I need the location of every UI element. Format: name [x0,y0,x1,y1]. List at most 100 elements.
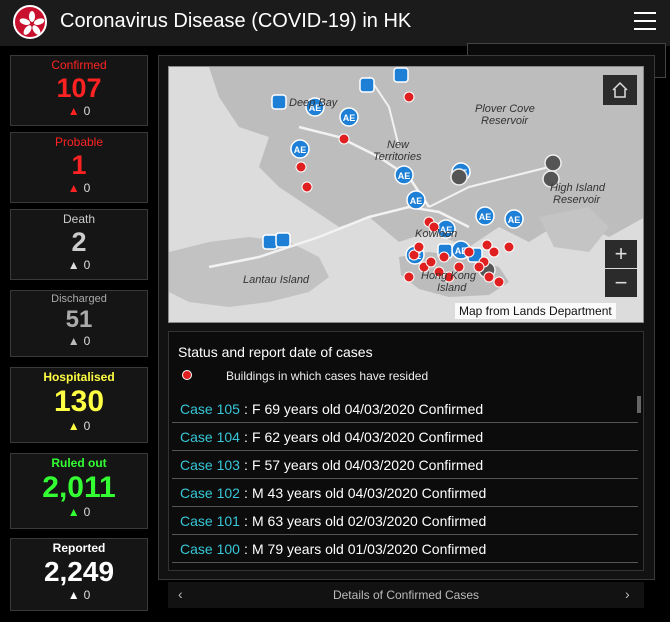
stat-delta: ▲ 0 [11,505,147,519]
up-arrow-icon: ▲ [67,334,80,348]
stat-value: 51 [65,306,93,333]
case-building-marker[interactable] [438,251,450,263]
up-arrow-icon: ▲ [67,505,80,519]
stat-value: 107 [56,73,102,103]
clinic-marker[interactable] [271,94,287,110]
clinic-marker[interactable] [275,232,291,248]
stat-label: Discharged [51,293,107,305]
svg-text:AE: AE [508,215,521,225]
stat-delta: ▲ 0 [11,258,147,272]
case-list-panel: Status and report date of cases Building… [168,331,644,571]
hospital-ae-marker[interactable]: AE [339,107,359,127]
case-separator: : [244,513,248,529]
map-label-high-island-2: Reservoir [553,194,601,206]
case-separator: : [244,429,248,445]
case-description: M 79 years old 01/03/2020 Confirmed [252,541,487,557]
case-building-marker[interactable] [403,271,415,283]
case-building-marker[interactable] [483,271,495,283]
map-label-hong-kong-island-2: Island [437,282,467,294]
quarantine-building-marker[interactable] [544,154,562,172]
list-scrollbar[interactable] [637,396,641,413]
map-attribution: Map from Lands Department [455,303,616,319]
hospital-ae-marker[interactable]: AE [504,209,524,229]
svg-text:AE: AE [410,196,423,206]
case-building-marker[interactable] [481,239,493,251]
case-id-link[interactable]: Case 103 [180,457,240,473]
hospital-ae-marker[interactable]: AE [290,139,310,159]
stat-card-death: Death 2 ▲ 0 [10,209,148,280]
logo-petal [21,23,34,37]
zoom-out-button[interactable]: − [605,269,637,297]
case-building-marker[interactable] [425,256,437,268]
stat-delta: ▲ 0 [11,588,147,602]
case-building-marker[interactable] [295,161,307,173]
svg-text:AE: AE [440,225,453,235]
up-arrow-icon: ▲ [67,181,80,195]
stat-delta: ▲ 0 [11,104,147,118]
hospital-ae-marker[interactable]: AE [394,165,414,185]
case-row[interactable]: Case 104: F 62 years old 04/03/2020 Confi… [172,423,638,451]
case-id-link[interactable]: Case 101 [180,513,240,529]
hospital-ae-marker[interactable]: AE [406,190,426,210]
stat-value: 2 [71,227,87,257]
case-building-marker[interactable] [453,261,465,273]
stat-card-reported: Reported 2,249 ▲ 0 [10,538,148,611]
case-building-marker[interactable] [443,271,455,283]
stat-label: Death [62,212,96,226]
map-road [208,205,470,269]
case-building-marker[interactable] [413,241,425,253]
svg-text:AE: AE [398,171,411,181]
clinic-marker[interactable] [262,234,278,250]
quarantine-building-marker[interactable] [542,170,560,188]
clinic-marker[interactable] [393,67,409,83]
case-row[interactable]: Case 100: M 79 years old 01/03/2020 Confi… [172,535,638,563]
stat-delta: ▲ 0 [11,181,147,195]
home-button[interactable] [603,75,637,105]
menu-icon[interactable] [634,12,656,32]
case-row[interactable]: Case 101: M 63 years old 02/03/2020 Confi… [172,507,638,535]
case-id-link[interactable]: Case 105 [180,401,240,417]
case-marker-legend-icon [182,370,192,380]
case-id-link[interactable]: Case 102 [180,485,240,501]
clinic-marker[interactable] [359,77,375,93]
hospital-ae-marker[interactable]: AE [305,97,325,117]
case-building-marker[interactable] [473,261,485,273]
case-row[interactable]: Case 103: F 57 years old 04/03/2020 Confi… [172,451,638,479]
stat-label: Confirmed [51,58,107,72]
quarantine-building-marker[interactable] [450,168,468,186]
case-building-marker[interactable] [503,241,515,253]
case-separator: : [244,541,248,557]
case-row[interactable]: Case 102: M 43 years old 04/03/2020 Confi… [172,479,638,507]
case-building-marker[interactable] [433,266,445,278]
case-row[interactable]: Case 105: F 69 years old 04/03/2020 Confi… [172,395,638,423]
case-description: M 43 years old 04/03/2020 Confirmed [252,485,487,501]
case-map[interactable]: AEAEAEAEAEAEAEAEAEAEAE Deep Bay New Terr… [168,66,644,323]
stat-card-ruled-out: Ruled out 2,011 ▲ 0 [10,453,148,529]
hksar-logo [13,5,47,39]
case-building-marker[interactable] [338,133,350,145]
map-canvas[interactable]: AEAEAEAEAEAEAEAEAEAEAE [169,67,644,323]
map-label-deep-bay: Deep Bay [289,97,338,109]
up-arrow-icon: ▲ [67,104,80,118]
map-label-high-island: High Island [550,182,606,194]
zoom-in-button[interactable]: + [605,240,637,268]
case-building-marker[interactable] [428,221,440,233]
stat-label: Reported [52,541,106,555]
case-id-link[interactable]: Case 100 [180,541,240,557]
map-road [428,166,550,208]
case-building-marker[interactable] [408,249,420,261]
case-id-link[interactable]: Case 104 [180,429,240,445]
hospital-ae-marker[interactable]: AE [475,206,495,226]
case-building-marker[interactable] [488,246,500,258]
app-header: Coronavirus Disease (COVID-19) in HK [0,0,670,46]
case-building-marker[interactable] [403,91,415,103]
prev-page-icon[interactable]: ‹ [178,586,183,602]
stat-value: 1 [71,150,87,180]
case-building-marker[interactable] [463,246,475,258]
case-building-marker[interactable] [301,181,313,193]
stat-value: 2,249 [43,556,115,587]
up-arrow-icon: ▲ [67,588,80,602]
next-page-icon[interactable]: › [625,586,630,602]
case-separator: : [244,485,248,501]
case-building-marker[interactable] [493,276,505,288]
